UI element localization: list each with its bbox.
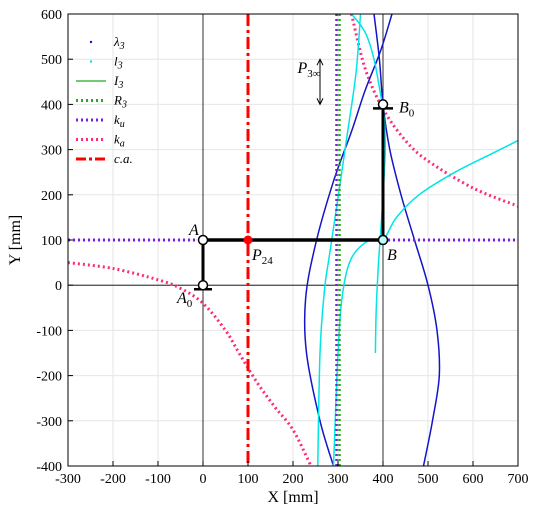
l3-curve-3	[350, 14, 387, 354]
x-tick-label: 500	[418, 472, 439, 487]
label-b0: B0	[399, 99, 415, 119]
legend-r3-label: R3	[113, 93, 127, 111]
y-tick-label: 500	[41, 53, 62, 68]
y-tick-label: -300	[36, 415, 62, 430]
x-tick-label: 100	[238, 472, 259, 487]
y-tick-label: 600	[41, 8, 62, 23]
legend-i3-label: I3	[113, 73, 123, 91]
legend-ca-label: c.a.	[114, 151, 133, 166]
arrow-head-down	[316, 98, 324, 106]
y-tick-label: 100	[41, 234, 62, 249]
legend-lambda3-swatch	[89, 40, 93, 44]
l3-curve-2	[332, 139, 518, 466]
y-tick-label: 200	[41, 189, 62, 204]
arrow-head-up	[316, 58, 324, 66]
x-axis-title: X [mm]	[267, 489, 318, 506]
legend-ku-label: ku	[114, 112, 125, 130]
y-tick-label: -100	[36, 324, 62, 339]
x-tick-label: 400	[373, 472, 394, 487]
ka-curve-left	[68, 261, 313, 466]
linkage-layer	[194, 99, 393, 291]
annotations: A A0 B B0 P24 P3∞	[176, 58, 415, 310]
label-a: A	[188, 222, 199, 239]
ka-curve-right	[350, 14, 518, 208]
axes-frame	[67, 13, 519, 467]
lambda3-curve-1	[303, 14, 393, 466]
point-p24	[243, 235, 253, 245]
y-tick-label: 0	[55, 279, 62, 294]
y-axis-title: Y [mm]	[7, 215, 24, 266]
legend-ka-label: ka	[114, 132, 125, 150]
tick-labels: -300 -200 -100 0 100 200 300 400 500 600 700-400-3…	[7, 8, 529, 506]
legend-l3-label: l3	[114, 54, 123, 72]
joint-a	[197, 234, 209, 246]
label-a0: A0	[176, 290, 193, 310]
x-tick-label: 600	[463, 472, 484, 487]
x-tick-label: 300	[328, 472, 349, 487]
x-tick-label: 200	[283, 472, 304, 487]
y-tick-label: -400	[36, 460, 62, 475]
label-p24: P24	[251, 247, 273, 267]
x-tick-label: 700	[508, 472, 529, 487]
x-tick-label: 0	[200, 472, 207, 487]
joint-b0	[377, 99, 389, 110]
joint-b	[377, 234, 389, 246]
label-p3inf: P3∞	[297, 60, 321, 80]
x-tick-label: -300	[55, 472, 81, 487]
legend-l3-swatch	[89, 60, 93, 63]
y-tick-label: 300	[41, 144, 62, 159]
label-b: B	[387, 247, 397, 264]
y-tick-label: -200	[36, 370, 62, 385]
joint-a0	[197, 279, 209, 291]
x-tick-label: -200	[100, 472, 126, 487]
x-tick-label: -100	[145, 472, 171, 487]
legend-lambda3-label: λ3	[113, 34, 125, 52]
y-tick-label: 400	[41, 98, 62, 113]
